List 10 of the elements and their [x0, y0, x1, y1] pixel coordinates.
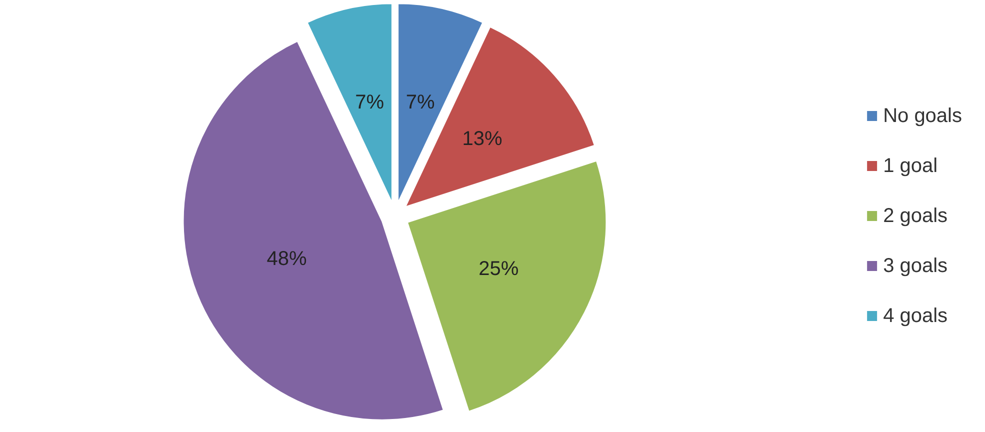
legend-label: No goals — [883, 105, 962, 127]
data-label: 48% — [266, 248, 308, 270]
legend-label: 1 goal — [883, 155, 938, 177]
legend-label: 4 goals — [883, 305, 948, 327]
data-label: 13% — [462, 128, 503, 150]
data-label: 7% — [406, 91, 436, 114]
data-label: 7% — [355, 91, 384, 114]
data-label: 25% — [478, 258, 519, 280]
legend-label: 3 goals — [883, 255, 948, 277]
legend-label: 2 goals — [883, 205, 948, 227]
